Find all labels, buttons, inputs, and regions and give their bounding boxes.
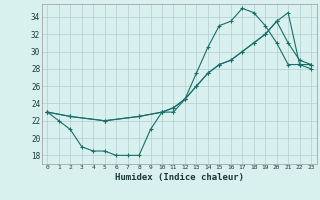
- X-axis label: Humidex (Indice chaleur): Humidex (Indice chaleur): [115, 173, 244, 182]
